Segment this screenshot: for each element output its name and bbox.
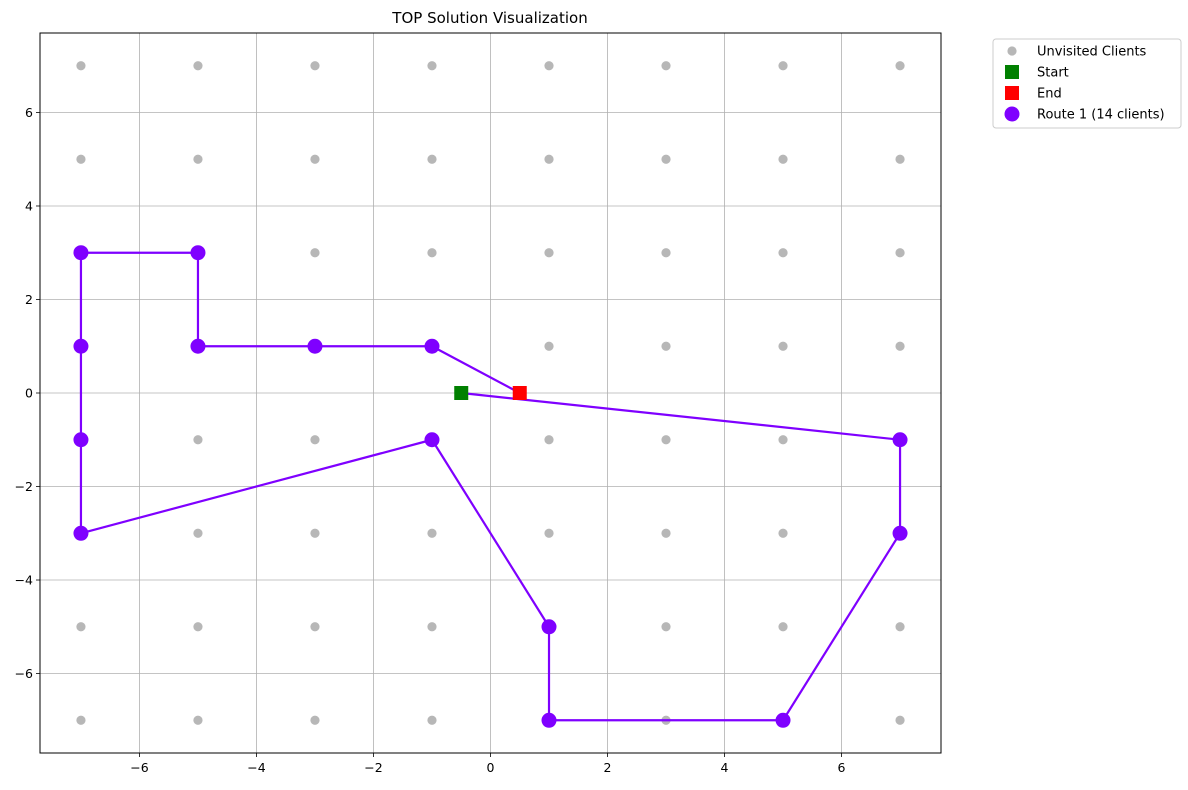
unvisited-client-point <box>310 435 320 445</box>
unvisited-client-point <box>544 61 554 71</box>
unvisited-client-point <box>895 622 905 632</box>
unvisited-client-point <box>895 341 905 351</box>
legend-end-label: End <box>1037 87 1062 102</box>
x-axis-ticks: −6 −4 −2 0 2 4 6 <box>130 753 846 775</box>
y-tick-label: 2 <box>25 292 33 307</box>
start-marker <box>454 386 469 400</box>
unvisited-client-point <box>427 154 437 164</box>
unvisited-client-point <box>661 341 671 351</box>
unvisited-client-point <box>661 61 671 71</box>
legend-unvisited-swatch <box>1007 46 1017 56</box>
unvisited-client-point <box>310 715 320 725</box>
unvisited-client-point <box>778 61 788 71</box>
unvisited-client-point <box>193 154 203 164</box>
route-1-client-point <box>190 245 206 261</box>
unvisited-client-point <box>895 154 905 164</box>
x-tick-label: −6 <box>130 760 148 775</box>
route-1-client-point <box>892 525 908 541</box>
unvisited-client-point <box>310 154 320 164</box>
route-1-client-point <box>541 619 557 635</box>
unvisited-client-point <box>427 715 437 725</box>
legend: Unvisited Clients Start End Route 1 (14 cli… <box>992 38 1182 129</box>
route-1-client-point <box>892 432 908 448</box>
route-1-client-point <box>775 712 791 728</box>
chart-title: TOP Solution Visualization <box>391 9 587 27</box>
start-end-markers <box>454 386 527 400</box>
route-1-series <box>73 245 908 728</box>
unvisited-client-point <box>310 528 320 538</box>
unvisited-client-point <box>427 622 437 632</box>
y-tick-label: −4 <box>15 573 33 588</box>
unvisited-client-point <box>544 154 554 164</box>
unvisited-client-point <box>661 528 671 538</box>
x-tick-label: 6 <box>838 760 846 775</box>
y-tick-label: 4 <box>25 198 33 213</box>
legend-end-swatch <box>1005 86 1019 100</box>
unvisited-client-point <box>427 61 437 71</box>
route-1-client-point <box>307 338 323 354</box>
route-1-client-point <box>424 432 440 448</box>
unvisited-client-point <box>778 248 788 258</box>
unvisited-client-point <box>193 528 203 538</box>
unvisited-client-point <box>310 622 320 632</box>
unvisited-client-point <box>661 622 671 632</box>
route-1-client-point <box>541 712 557 728</box>
unvisited-client-point <box>895 61 905 71</box>
route-1-client-point <box>190 338 206 354</box>
x-tick-label: −4 <box>247 760 265 775</box>
unvisited-clients-series <box>76 61 905 725</box>
unvisited-client-point <box>544 248 554 258</box>
route-1-client-point <box>73 245 89 261</box>
y-tick-label: −2 <box>15 479 33 494</box>
unvisited-client-point <box>895 248 905 258</box>
y-tick-label: −6 <box>15 666 33 681</box>
legend-start-label: Start <box>1037 66 1069 81</box>
unvisited-client-point <box>427 528 437 538</box>
unvisited-client-point <box>661 248 671 258</box>
plot-frame <box>39 32 942 754</box>
route-1-client-point <box>424 338 440 354</box>
end-marker <box>512 386 527 400</box>
x-tick-label: 2 <box>604 760 612 775</box>
legend-route-label: Route 1 (14 clients) <box>1037 108 1165 123</box>
unvisited-client-point <box>778 622 788 632</box>
x-tick-label: −2 <box>364 760 382 775</box>
legend-frame <box>992 38 1182 129</box>
legend-unvisited-label: Unvisited Clients <box>1037 45 1147 60</box>
y-tick-label: 6 <box>25 105 33 120</box>
unvisited-client-point <box>193 435 203 445</box>
route-1-client-point <box>73 525 89 541</box>
unvisited-client-point <box>544 528 554 538</box>
unvisited-client-point <box>661 154 671 164</box>
legend-start-swatch <box>1005 65 1019 79</box>
unvisited-client-point <box>193 622 203 632</box>
unvisited-client-point <box>778 528 788 538</box>
y-axis-ticks: −6 −4 −2 0 2 4 6 <box>15 105 40 681</box>
route-1-line <box>79 251 902 722</box>
unvisited-client-point <box>778 154 788 164</box>
unvisited-client-point <box>76 154 86 164</box>
unvisited-client-point <box>193 715 203 725</box>
unvisited-client-point <box>427 248 437 258</box>
legend-route-swatch <box>1004 106 1020 122</box>
y-tick-label: 0 <box>25 386 33 401</box>
unvisited-client-point <box>778 435 788 445</box>
unvisited-client-point <box>76 622 86 632</box>
unvisited-client-point <box>661 435 671 445</box>
x-tick-label: 0 <box>487 760 495 775</box>
unvisited-client-point <box>310 248 320 258</box>
unvisited-client-point <box>778 341 788 351</box>
unvisited-client-point <box>76 715 86 725</box>
x-tick-label: 4 <box>721 760 729 775</box>
unvisited-client-point <box>193 61 203 71</box>
unvisited-client-point <box>895 715 905 725</box>
unvisited-client-point <box>544 341 554 351</box>
route-1-client-point <box>73 432 89 448</box>
unvisited-client-point <box>76 61 86 71</box>
unvisited-client-point <box>310 61 320 71</box>
route-1-client-point <box>73 338 89 354</box>
unvisited-client-point <box>544 435 554 445</box>
grid-lines <box>40 33 941 753</box>
